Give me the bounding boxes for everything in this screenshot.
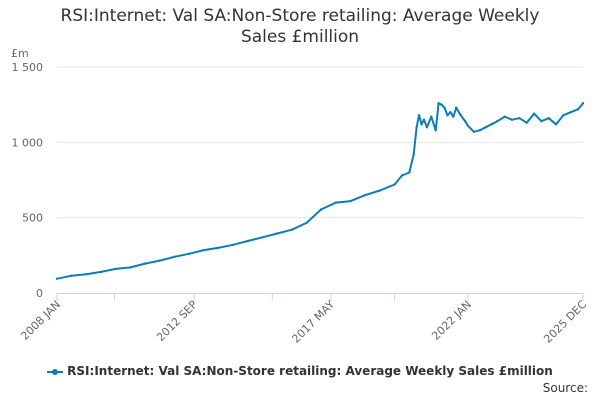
- data-point[interactable]: [114, 267, 117, 271]
- data-point[interactable]: [417, 114, 421, 117]
- y-tick-label: 1 000: [12, 136, 44, 149]
- data-point[interactable]: [320, 208, 323, 211]
- y-axis: 0 500 1 000 1 500: [12, 61, 44, 300]
- data-point[interactable]: [415, 126, 418, 129]
- data-point[interactable]: [562, 114, 565, 117]
- data-point[interactable]: [434, 129, 437, 132]
- gridlines: [57, 66, 583, 219]
- y-axis-unit-label: £m: [11, 47, 29, 60]
- chart-title: RSI:Internet: Val SA:Non-Store retailing…: [0, 6, 600, 48]
- data-point[interactable]: [364, 193, 367, 197]
- data-point[interactable]: [547, 117, 550, 120]
- data-point[interactable]: [70, 274, 73, 277]
- data-point[interactable]: [540, 120, 543, 123]
- data-point[interactable]: [85, 273, 88, 276]
- data-point[interactable]: [393, 183, 396, 186]
- chart-title-line-1: RSI:Internet: Val SA:Non-Store retailing…: [60, 6, 540, 26]
- x-tick-label: 2008 JAN: [18, 298, 63, 343]
- x-tick-label: 2025 DEC: [541, 298, 589, 346]
- source-label: Source:: [542, 381, 588, 395]
- data-point[interactable]: [569, 111, 572, 114]
- data-point[interactable]: [484, 126, 487, 129]
- y-tick-label: 0: [36, 287, 43, 300]
- x-tick-label: 2022 JAN: [429, 298, 474, 343]
- data-point[interactable]: [290, 228, 294, 231]
- data-point[interactable]: [449, 111, 452, 114]
- data-point[interactable]: [466, 124, 470, 128]
- y-tick-label: 1 500: [12, 61, 44, 74]
- legend-label: RSI:Internet: Val SA:Non-Store retailing…: [67, 364, 553, 378]
- data-point[interactable]: [55, 277, 59, 280]
- legend-swatch: [47, 368, 64, 375]
- data-point[interactable]: [525, 121, 528, 124]
- data-point[interactable]: [437, 102, 440, 105]
- data-point[interactable]: [472, 130, 476, 133]
- data-point[interactable]: [276, 232, 279, 235]
- data-point[interactable]: [463, 120, 467, 123]
- data-point[interactable]: [378, 189, 382, 192]
- data-point[interactable]: [576, 108, 580, 111]
- data-point[interactable]: [412, 153, 415, 156]
- data-point[interactable]: [490, 123, 493, 126]
- data-point[interactable]: [430, 115, 433, 118]
- data-point[interactable]: [455, 106, 458, 109]
- data-point[interactable]: [99, 270, 103, 274]
- data-point[interactable]: [187, 252, 191, 255]
- data-point[interactable]: [510, 118, 514, 121]
- x-tick-label: 2017 MAY: [289, 298, 337, 346]
- data-point[interactable]: [143, 262, 147, 265]
- y-tick-label: 500: [22, 212, 43, 225]
- data-point[interactable]: [554, 123, 558, 126]
- legend[interactable]: RSI:Internet: Val SA:Non-Store retailing…: [0, 364, 600, 378]
- data-point[interactable]: [334, 201, 338, 204]
- data-point[interactable]: [440, 103, 443, 106]
- data-point[interactable]: [231, 243, 235, 246]
- data-point[interactable]: [422, 118, 426, 121]
- data-point[interactable]: [400, 174, 404, 177]
- data-point[interactable]: [408, 171, 411, 174]
- data-point[interactable]: [173, 255, 176, 258]
- data-point[interactable]: [443, 106, 446, 109]
- data-point[interactable]: [452, 115, 455, 118]
- x-axis: 2008 JAN 2012 SEP 2017 MAY 2022 JAN 2025 DEC: [18, 293, 589, 346]
- series-line[interactable]: [56, 102, 584, 280]
- data-point[interactable]: [478, 129, 481, 132]
- data-point[interactable]: [425, 126, 429, 129]
- chart-title-line-2: Sales £million: [240, 27, 360, 47]
- data-point[interactable]: [202, 248, 205, 252]
- data-point[interactable]: [305, 221, 308, 225]
- data-point[interactable]: [420, 123, 423, 126]
- data-point[interactable]: [349, 199, 352, 203]
- data-point[interactable]: [496, 120, 499, 123]
- data-point[interactable]: [503, 115, 506, 118]
- data-point[interactable]: [532, 112, 536, 115]
- data-point[interactable]: [158, 259, 161, 262]
- data-point[interactable]: [246, 239, 249, 243]
- series-layer[interactable]: [55, 102, 585, 280]
- data-point[interactable]: [261, 236, 264, 239]
- x-tick-label: 2012 SEP: [154, 298, 200, 344]
- data-point[interactable]: [518, 117, 521, 120]
- data-point[interactable]: [217, 246, 220, 249]
- data-point[interactable]: [129, 266, 132, 269]
- data-point[interactable]: [459, 114, 462, 117]
- data-point[interactable]: [446, 114, 449, 117]
- data-point[interactable]: [581, 102, 585, 105]
